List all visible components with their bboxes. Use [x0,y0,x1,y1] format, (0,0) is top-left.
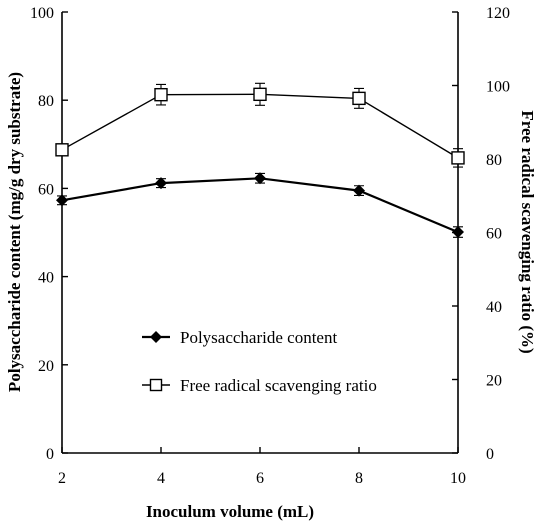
legend-label-scavenging: Free radical scavenging ratio [180,376,377,395]
data-point-square [451,151,465,165]
right-axis-title: Free radical scavenging ratio (%) [518,110,537,353]
right-y-tick-label: 100 [486,79,510,96]
x-tick-label: 6 [256,470,264,487]
legend-item-scavenging: Free radical scavenging ratio [142,376,377,395]
right-y-tick-label: 20 [486,373,502,390]
left-y-tick-label: 60 [38,181,54,198]
left-y-tick-label: 80 [38,93,54,110]
data-point-diamond [56,194,68,207]
x-axis-title: Inoculum volume (mL) [146,502,314,521]
data-point-square [352,91,366,106]
left-y-tick-label: 20 [38,358,54,375]
data-point-square [154,87,168,102]
right-y-tick-label: 0 [486,446,494,463]
series-free-radical-scavenging-ratio [55,82,465,168]
legend-diamond-marker [150,331,162,343]
series-layer [55,82,465,239]
right-y-tick-label: 120 [486,5,510,22]
legend-label-polysaccharide: Polysaccharide content [180,328,337,347]
data-point-square [253,87,267,102]
left-y-tick-label: 40 [38,270,54,287]
right-y-tick-label: 60 [486,226,502,243]
right-y-tick-label: 40 [486,299,502,316]
data-point-diamond [353,184,365,197]
x-tick-label: 4 [157,470,165,487]
left-y-tick-label: 100 [30,5,54,22]
series-line-polysaccharide-content [61,177,459,234]
legend-item-polysaccharide: Polysaccharide content [142,328,337,347]
x-tick-label: 10 [450,470,466,487]
legend-square-marker [149,378,163,392]
left-y-tick-label: 0 [46,446,54,463]
legend: Polysaccharide content Free radical scav… [142,328,377,395]
data-point-diamond [452,226,464,239]
right-y-tick-label: 80 [486,152,502,169]
left-axis-title: Polysaccharide content (mg/g dry substra… [5,72,24,392]
data-point-diamond [254,172,266,185]
data-point-square [55,143,69,157]
x-tick-label: 2 [58,470,66,487]
x-tick-label: 8 [355,470,363,487]
series-polysaccharide-content [56,172,464,239]
data-point-diamond [155,177,167,190]
